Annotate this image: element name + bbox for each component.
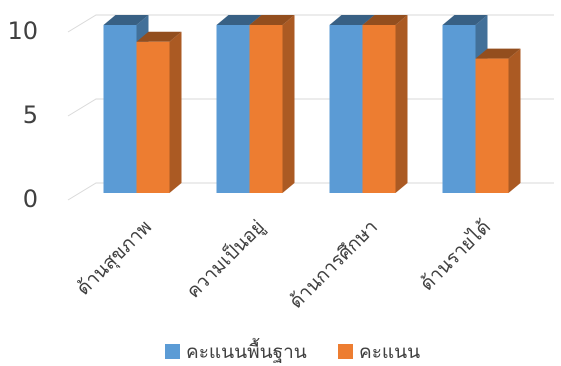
x-category-label: ด้านการศึกษา — [285, 216, 382, 313]
legend-swatch — [338, 344, 353, 359]
bar-score-4 — [475, 48, 521, 193]
x-category-label: ด้านรายได้ — [416, 216, 495, 295]
y-axis: 0 5 10 — [7, 17, 38, 213]
chart-bars — [103, 15, 521, 193]
y-tick-label: 0 — [23, 185, 38, 213]
bar-score-1 — [136, 31, 182, 193]
x-category-label: ด้านสุขภาพ — [72, 216, 156, 300]
y-tick-label: 10 — [7, 17, 38, 45]
legend-swatch — [165, 344, 180, 359]
legend-label: คะแนน — [359, 341, 420, 363]
legend-item: คะแนนพื้นฐาน — [165, 338, 307, 363]
y-tick-label: 5 — [23, 101, 38, 129]
bar-score-2 — [249, 15, 295, 193]
legend-item: คะแนน — [338, 341, 420, 363]
legend-label: คะแนนพื้นฐาน — [186, 338, 307, 363]
x-category-label: ความเป็นอยู่ — [181, 215, 269, 303]
x-axis-labels: ด้านสุขภาพ ความเป็นอยู่ ด้านการศึกษา ด้านรา… — [72, 215, 495, 313]
bar-score-3 — [362, 15, 408, 193]
chart-legend: คะแนนพื้นฐาน คะแนน — [165, 338, 420, 363]
